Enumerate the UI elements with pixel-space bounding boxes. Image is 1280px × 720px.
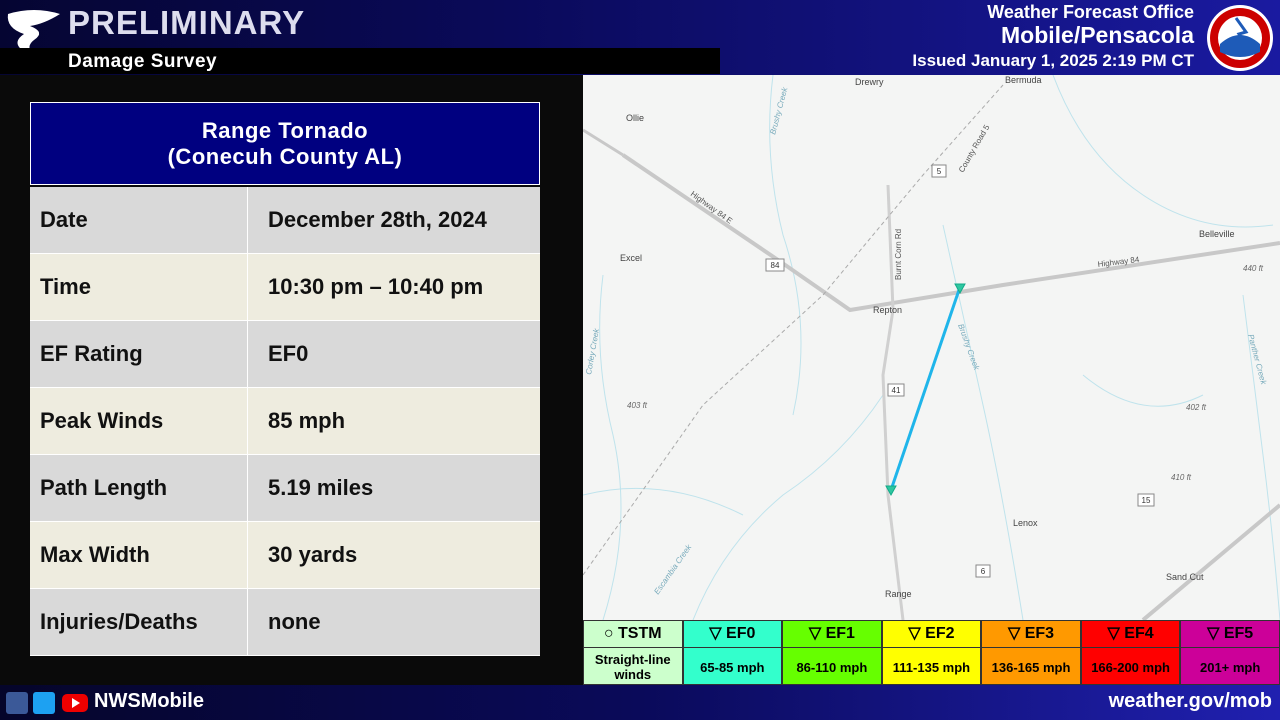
place: Repton: [873, 305, 902, 315]
legend-item: ▽ EF3 136-165 mph: [981, 620, 1081, 685]
shield: 15: [1142, 496, 1151, 505]
row-value: none: [248, 589, 540, 656]
social-handle: NWSMobile: [94, 690, 204, 712]
legend-label: ▽ EF3: [982, 621, 1080, 648]
legend-label: ▽ EF4: [1081, 621, 1180, 648]
legend-item: ▽ EF4 166-200 mph: [1080, 620, 1181, 685]
title: PRELIMINARY: [68, 4, 306, 41]
elevation: 403 ft: [627, 401, 648, 410]
shield: 41: [892, 386, 901, 395]
shield: 84: [771, 261, 780, 270]
info-table: Date December 28th, 2024 Time 10:30 pm – 10…: [30, 187, 540, 656]
legend-description: 65-85 mph: [700, 659, 765, 675]
office: Weather Forecast Office: [987, 2, 1194, 22]
elevation: 410 ft: [1171, 473, 1192, 482]
header: PRELIMINARY Damage Survey Weather Foreca…: [0, 0, 1280, 75]
place: Lenox: [1013, 518, 1038, 528]
place: Drewry: [855, 77, 884, 87]
legend-item: ▽ EF2 111-135 mph: [881, 620, 982, 685]
table-row: Time 10:30 pm – 10:40 pm: [30, 254, 540, 321]
legend-label: ▽ EF5: [1181, 621, 1279, 648]
legend-label: ○ TSTM: [584, 621, 682, 648]
row-label: Date: [30, 187, 248, 254]
table-row: Injuries/Deaths none: [30, 589, 540, 656]
row-value: December 28th, 2024: [248, 187, 540, 254]
place: Sand Cut: [1166, 572, 1204, 582]
legend-item: ▽ EF0 65-85 mph: [682, 620, 783, 685]
legend-description: 86-110 mph: [796, 659, 868, 675]
title-line: Range Tornado: [201, 117, 369, 143]
row-label: Peak Winds: [30, 388, 248, 455]
tornado-track: [889, 286, 962, 491]
row-label: Time: [30, 254, 248, 321]
row-label: Max Width: [30, 522, 248, 589]
legend-label: ▽ EF1: [783, 621, 881, 648]
subtitle: Damage Survey: [68, 51, 218, 72]
road: Burnt Corn Rd: [894, 229, 903, 280]
map: Drewry Ollie Bermuda Excel Repton Bellev…: [583, 75, 1280, 620]
shield: 5: [937, 167, 942, 176]
row-value: EF0: [248, 321, 540, 388]
table-title: Range Tornado (Conecuh County AL): [30, 102, 540, 185]
title-line: (Conecuh County AL): [167, 143, 403, 169]
place: Range: [885, 589, 912, 599]
route-shields: 5 84 41 15 6: [765, 164, 1155, 578]
issued: Issued January 1, 2025 2:19 PM CT: [912, 51, 1194, 70]
legend-item: ▽ EF1 86-110 mph: [782, 620, 882, 685]
shield: 6: [981, 567, 986, 576]
location: Mobile/Pensacola: [1000, 22, 1194, 48]
row-value: 30 yards: [248, 522, 540, 589]
track-marker: [885, 283, 966, 497]
row-label: EF Rating: [30, 321, 248, 388]
place: Excel: [620, 253, 642, 263]
row-value: 5.19 miles: [248, 455, 540, 522]
legend-item: ▽ EF5 201+ mph: [1180, 620, 1280, 685]
elevation: 440 ft: [1243, 264, 1264, 273]
row-value: 10:30 pm – 10:40 pm: [248, 254, 540, 321]
legend-label: ▽ EF2: [882, 621, 981, 648]
legend-description: Straight-line winds: [594, 652, 671, 682]
legend-description: 166-200 mph: [1091, 659, 1170, 675]
table-row: EF Rating EF0: [30, 321, 540, 388]
row-label: Path Length: [30, 455, 248, 522]
table-row: Path Length 5.19 miles: [30, 455, 540, 522]
legend-label: ▽ EF0: [683, 621, 782, 648]
place: Belleville: [1199, 229, 1235, 239]
row-value: 85 mph: [248, 388, 540, 455]
legend-description: 136-165 mph: [991, 659, 1071, 675]
table-row: Peak Winds 85 mph: [30, 388, 540, 455]
footer: NWSMobile weather.gov/mob: [0, 685, 1280, 720]
nws-logo: [1207, 5, 1273, 71]
table-row: Date December 28th, 2024: [30, 187, 540, 254]
elevation: 402 ft: [1186, 403, 1207, 412]
table-row: Max Width 30 yards: [30, 522, 540, 589]
legend-item: ○ TSTM Straight-line winds: [583, 620, 683, 685]
elevation-labels: 403 ft 402 ft 440 ft 410 ft: [627, 264, 1264, 482]
row-label: Injuries/Deaths: [30, 589, 248, 656]
social-icons: [6, 692, 88, 714]
place: Ollie: [626, 113, 644, 123]
website: weather.gov/mob: [1108, 690, 1272, 712]
legend-description: 111-135 mph: [892, 659, 971, 675]
place: Bermuda: [1005, 75, 1042, 85]
legend-description: 201+ mph: [1199, 659, 1261, 675]
place-labels: Drewry Ollie Bermuda Excel Repton Bellev…: [620, 75, 1235, 599]
